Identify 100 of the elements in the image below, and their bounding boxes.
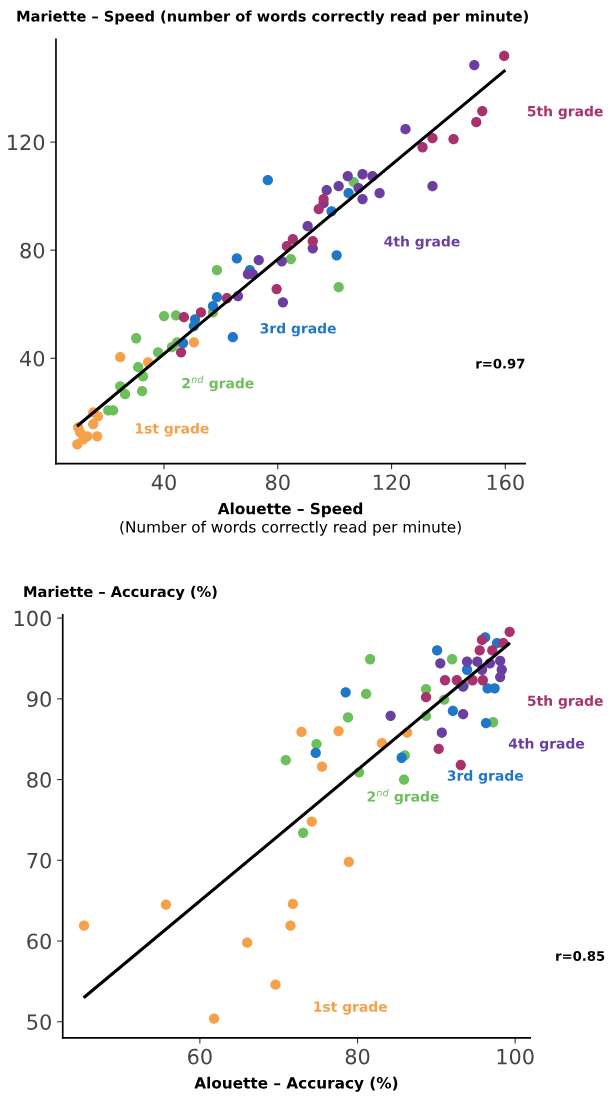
- point: [271, 283, 282, 295]
- point: [474, 645, 485, 656]
- point: [296, 726, 307, 738]
- point: [253, 255, 264, 266]
- point: [461, 656, 473, 667]
- point: [447, 705, 459, 717]
- point: [227, 332, 239, 343]
- x-tick-label: 80: [265, 474, 290, 491]
- point: [480, 717, 492, 729]
- y-tick-label: 100: [14, 610, 51, 627]
- point: [136, 386, 148, 397]
- text: 3rd grade: [447, 770, 523, 784]
- point: [495, 655, 506, 667]
- point: [78, 920, 90, 931]
- point: [88, 419, 99, 430]
- annotation: r=0.97: [476, 358, 525, 369]
- y-tick-label: 120: [8, 134, 45, 151]
- y-tick-label: 60: [27, 933, 51, 950]
- point: [280, 755, 291, 766]
- point: [160, 899, 172, 910]
- point: [446, 654, 458, 665]
- series-label: 2$^{nd}$ grade: [367, 788, 439, 805]
- point: [417, 142, 428, 153]
- point: [302, 220, 313, 232]
- point: [469, 59, 480, 71]
- x-tick-label: 40: [151, 474, 176, 491]
- point: [343, 856, 354, 868]
- point: [342, 171, 353, 182]
- point: [427, 132, 438, 144]
- point: [487, 645, 498, 656]
- point: [195, 307, 207, 318]
- point: [297, 827, 309, 838]
- text: 4th grade: [384, 235, 460, 250]
- text: Alouette – Speed (Number of words correctly read per minute): [120, 502, 461, 536]
- point: [361, 688, 372, 700]
- point: [357, 193, 368, 205]
- point: [436, 727, 447, 738]
- y-axis-title: Mariette – Speed (number of words correctly read per minute): [17, 10, 528, 25]
- point: [133, 362, 144, 373]
- text: r=0.85: [556, 950, 605, 961]
- point: [306, 816, 317, 827]
- x-tick-label: 120: [373, 474, 411, 491]
- point: [188, 337, 200, 348]
- point: [342, 712, 354, 723]
- point: [504, 626, 515, 637]
- point: [472, 656, 483, 667]
- point: [364, 654, 376, 665]
- point: [119, 389, 131, 400]
- point: [420, 692, 432, 703]
- point: [477, 105, 488, 117]
- point: [131, 333, 142, 344]
- series-label: 2$^{nd}$ grade: [182, 375, 254, 392]
- y-tick-label: 90: [27, 691, 51, 708]
- point: [400, 124, 411, 135]
- point: [357, 169, 368, 180]
- x-tick-label: 60: [188, 1048, 212, 1065]
- point: [435, 658, 446, 669]
- point: [374, 188, 385, 199]
- point: [242, 937, 253, 948]
- y-tick-label: 50: [27, 1014, 51, 1030]
- point: [333, 725, 344, 737]
- point: [175, 347, 187, 358]
- text: 5th grade: [527, 695, 603, 709]
- point: [333, 282, 344, 293]
- point: [158, 310, 170, 322]
- point: [277, 297, 289, 308]
- point: [307, 236, 318, 247]
- x-tick-label: 80: [345, 1048, 370, 1065]
- point: [287, 233, 299, 245]
- point: [451, 675, 462, 686]
- point: [343, 188, 354, 199]
- y-tick-label: 70: [27, 852, 51, 869]
- point: [92, 431, 103, 442]
- point: [331, 250, 342, 261]
- y-tick-label: 80: [20, 242, 45, 259]
- point: [207, 300, 219, 312]
- point: [499, 50, 510, 62]
- point: [495, 671, 506, 683]
- text: 1st grade: [135, 422, 209, 437]
- point: [321, 185, 332, 196]
- point: [427, 181, 438, 192]
- point: [385, 710, 396, 721]
- point: [231, 253, 242, 264]
- series-label: 3rd grade: [260, 322, 336, 337]
- point: [476, 634, 488, 646]
- point: [211, 265, 223, 276]
- y-axis-title: Mariette – Accuracy (%): [24, 585, 217, 601]
- point: [285, 253, 297, 265]
- point: [471, 116, 482, 128]
- text: 5th grade: [527, 105, 603, 120]
- point: [178, 312, 190, 323]
- point: [318, 193, 329, 205]
- x-tick-label: 160: [487, 474, 524, 491]
- point: [311, 738, 322, 750]
- y-tick-label: 80: [27, 772, 51, 788]
- point: [115, 352, 126, 363]
- point: [270, 979, 281, 990]
- point: [310, 747, 321, 759]
- point: [313, 203, 324, 215]
- point: [455, 759, 466, 771]
